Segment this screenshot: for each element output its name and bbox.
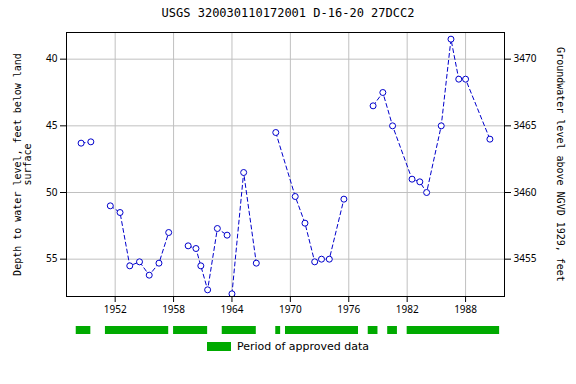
svg-text:50: 50	[46, 185, 58, 199]
svg-text:1958: 1958	[162, 302, 185, 316]
html-text:USGS 320030110172001 D-16-20 2: USGS 320030110172001 D-16-20 27DCC2	[161, 6, 415, 20]
svg-text:Groundwater level above NGVD 1: Groundwater level above NGVD 1929, feet	[555, 47, 566, 282]
svg-text:55: 55	[46, 251, 58, 265]
svg-text:3465: 3465	[514, 118, 537, 132]
svg-text:1964: 1964	[221, 302, 244, 316]
svg-text:40: 40	[46, 51, 58, 65]
svg-text:Depth to water level, feet bel: Depth to water level, feet below landsur…	[12, 53, 33, 276]
svg-text:1982: 1982	[396, 302, 419, 316]
svg-text:1952: 1952	[104, 302, 127, 316]
svg-text:45: 45	[46, 118, 58, 132]
svg-text:1988: 1988	[454, 302, 477, 316]
svg-text:1970: 1970	[279, 302, 302, 316]
svg-text:3470: 3470	[514, 51, 537, 65]
html-text:Period of approved data: Period of approved data	[236, 339, 370, 353]
svg-text:3460: 3460	[514, 185, 537, 199]
svg-text:1976: 1976	[337, 302, 360, 316]
svg-text:3455: 3455	[514, 251, 537, 265]
